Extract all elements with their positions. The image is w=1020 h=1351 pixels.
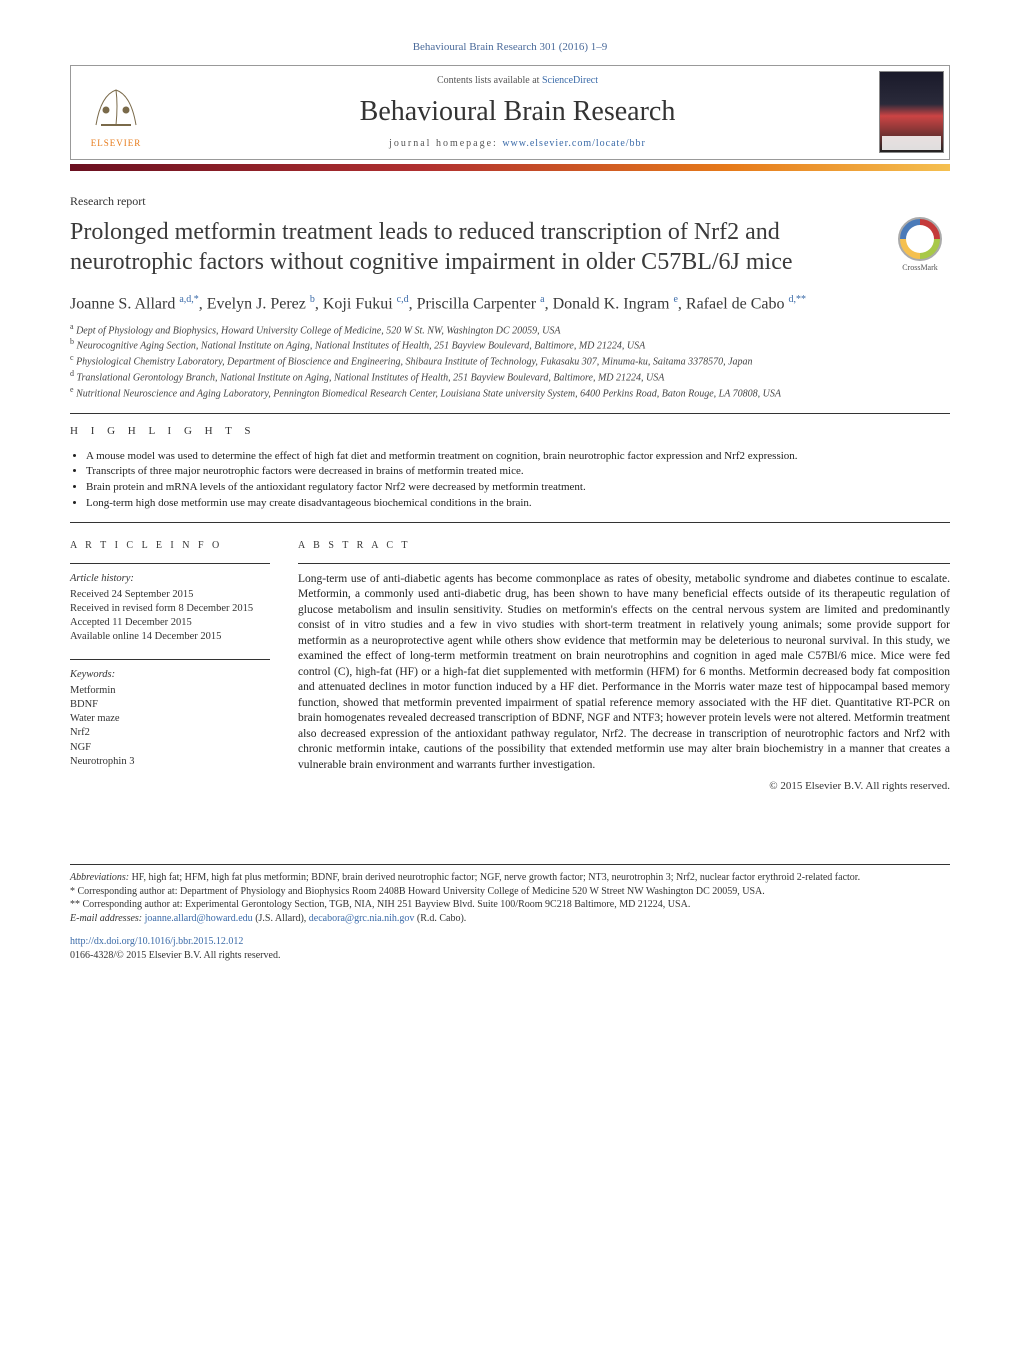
history-heading: Article history: [70, 572, 270, 586]
corr2-text: Corresponding author at: Experimental Ge… [83, 899, 691, 910]
crossmark-icon [898, 217, 942, 261]
doi-block: http://dx.doi.org/10.1016/j.bbr.2015.12.… [70, 935, 950, 962]
history-line: Received 24 September 2015 [70, 588, 270, 602]
divider [70, 522, 950, 523]
keyword-item: BDNF [70, 698, 270, 712]
corr1-marker: * [70, 886, 75, 897]
sciencedirect-link[interactable]: ScienceDirect [542, 75, 598, 86]
homepage-line: journal homepage: www.elsevier.com/locat… [171, 137, 864, 151]
journal-cover-thumb [874, 66, 949, 159]
copyright: © 2015 Elsevier B.V. All rights reserved… [298, 779, 950, 794]
article-type: Research report [70, 193, 950, 209]
journal-header: ELSEVIER Contents lists available at Sci… [70, 65, 950, 160]
corr2-marker: ** [70, 899, 80, 910]
keyword-item: Water maze [70, 712, 270, 726]
doi-link[interactable]: http://dx.doi.org/10.1016/j.bbr.2015.12.… [70, 936, 243, 947]
abstract-column: A B S T R A C T Long-term use of anti-di… [298, 533, 950, 794]
email2-link[interactable]: decabora@grc.nia.nih.gov [309, 913, 415, 924]
keyword-item: Nrf2 [70, 726, 270, 740]
gradient-divider [70, 164, 950, 171]
footnotes: Abbreviations: HF, high fat; HFM, high f… [70, 864, 950, 925]
article-info-label: A R T I C L E I N F O [70, 539, 270, 553]
authors: Joanne S. Allard a,d,*, Evelyn J. Perez … [70, 293, 950, 316]
affiliations: a Dept of Physiology and Biophysics, How… [70, 322, 950, 401]
journal-name: Behavioural Brain Research [171, 93, 864, 131]
affiliation-line: d Translational Gerontology Branch, Nati… [70, 369, 950, 385]
highlight-item: Long-term high dose metformin use may cr… [86, 496, 950, 512]
email-label: E-mail addresses: [70, 913, 142, 924]
highlights-label: H I G H L I G H T S [70, 424, 950, 439]
email2-who: (R.d. Cabo). [417, 913, 466, 924]
abbreviations-label: Abbreviations: [70, 872, 129, 883]
corr1-text: Corresponding author at: Department of P… [78, 886, 765, 897]
article-info-column: A R T I C L E I N F O Article history: R… [70, 533, 270, 794]
highlights: A mouse model was used to determine the … [70, 449, 950, 513]
affiliation-line: a Dept of Physiology and Biophysics, How… [70, 322, 950, 338]
issn-line: 0166-4328/© 2015 Elsevier B.V. All right… [70, 950, 280, 961]
email1-link[interactable]: joanne.allard@howard.edu [145, 913, 253, 924]
highlight-item: A mouse model was used to determine the … [86, 449, 950, 465]
highlight-item: Brain protein and mRNA levels of the ant… [86, 480, 950, 496]
abbreviations-text: HF, high fat; HFM, high fat plus metform… [132, 872, 861, 883]
email1-who: (J.S. Allard), [255, 913, 306, 924]
contents-prefix: Contents lists available at [437, 75, 542, 86]
keyword-item: Metformin [70, 684, 270, 698]
homepage-link[interactable]: www.elsevier.com/locate/bbr [502, 138, 646, 149]
crossmark-badge[interactable]: CrossMark [890, 217, 950, 274]
keyword-item: NGF [70, 741, 270, 755]
history-line: Received in revised form 8 December 2015 [70, 602, 270, 616]
divider [70, 413, 950, 414]
keyword-item: Neurotrophin 3 [70, 755, 270, 769]
affiliation-line: e Nutritional Neuroscience and Aging Lab… [70, 385, 950, 401]
crossmark-label: CrossMark [902, 263, 938, 272]
affiliation-line: c Physiological Chemistry Laboratory, De… [70, 353, 950, 369]
article-title: Prolonged metformin treatment leads to r… [70, 217, 870, 277]
elsevier-logo: ELSEVIER [71, 66, 161, 159]
contents-available: Contents lists available at ScienceDirec… [171, 74, 864, 88]
abstract-label: A B S T R A C T [298, 539, 950, 553]
affiliation-line: b Neurocognitive Aging Section, National… [70, 337, 950, 353]
homepage-prefix: journal homepage: [389, 138, 502, 149]
keywords-heading: Keywords: [70, 668, 270, 682]
highlight-item: Transcripts of three major neurotrophic … [86, 464, 950, 480]
top-citation: Behavioural Brain Research 301 (2016) 1–… [70, 40, 950, 55]
abstract-text: Long-term use of anti-diabetic agents ha… [298, 572, 950, 774]
history-line: Available online 14 December 2015 [70, 630, 270, 644]
history-line: Accepted 11 December 2015 [70, 616, 270, 630]
publisher-name: ELSEVIER [91, 137, 142, 149]
